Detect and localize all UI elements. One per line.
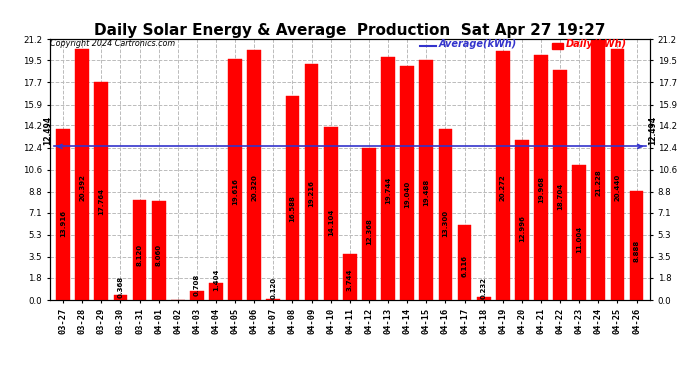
Bar [630, 191, 644, 300]
Bar [457, 225, 471, 300]
Text: 19.488: 19.488 [423, 178, 429, 206]
Bar [534, 54, 548, 300]
Bar [228, 59, 242, 300]
Bar [420, 60, 433, 300]
Text: Average(kWh): Average(kWh) [438, 39, 516, 50]
Bar [573, 165, 586, 300]
Bar [400, 66, 414, 300]
Text: 12.368: 12.368 [366, 218, 372, 245]
Text: 20.320: 20.320 [251, 174, 257, 201]
Text: 19.744: 19.744 [385, 177, 391, 204]
Bar [132, 200, 146, 300]
Text: 16.588: 16.588 [290, 195, 295, 222]
Bar [266, 298, 280, 300]
Bar [477, 297, 491, 300]
Bar [305, 64, 319, 300]
Text: 1.404: 1.404 [213, 269, 219, 291]
Title: Daily Solar Energy & Average  Production  Sat Apr 27 19:27: Daily Solar Energy & Average Production … [94, 23, 606, 38]
Bar [209, 283, 223, 300]
Text: 6.116: 6.116 [462, 255, 468, 277]
Bar [515, 140, 529, 300]
Text: 8.120: 8.120 [137, 244, 143, 266]
Text: 8.888: 8.888 [633, 240, 640, 262]
Bar [114, 296, 127, 300]
Bar [152, 201, 166, 300]
Text: 21.228: 21.228 [595, 169, 602, 196]
Bar [286, 96, 299, 300]
Text: 12.494: 12.494 [43, 116, 52, 145]
Text: 0.120: 0.120 [270, 277, 277, 299]
Text: 13.300: 13.300 [442, 210, 448, 237]
Bar [611, 49, 624, 300]
Bar [381, 57, 395, 300]
Bar [553, 70, 567, 300]
Text: 8.060: 8.060 [156, 244, 161, 267]
Bar [591, 39, 605, 300]
Text: 20.392: 20.392 [79, 174, 85, 201]
Text: 0.232: 0.232 [481, 277, 486, 298]
Bar [496, 51, 510, 300]
Text: 18.704: 18.704 [557, 183, 563, 210]
Text: 13.916: 13.916 [60, 210, 66, 237]
Text: 0.368: 0.368 [117, 276, 124, 298]
Bar [324, 127, 337, 300]
Bar [95, 82, 108, 300]
Text: 19.040: 19.040 [404, 181, 410, 208]
Text: 12.996: 12.996 [519, 214, 525, 242]
Text: 3.744: 3.744 [347, 268, 353, 291]
Text: 12.494: 12.494 [648, 116, 657, 145]
Text: 11.004: 11.004 [576, 225, 582, 253]
Text: 20.272: 20.272 [500, 174, 506, 201]
Text: Copyright 2024 Cartronics.com: Copyright 2024 Cartronics.com [50, 39, 175, 48]
Text: 19.968: 19.968 [538, 176, 544, 203]
Text: 19.616: 19.616 [232, 178, 238, 205]
Bar [343, 254, 357, 300]
Text: Daily(kWh): Daily(kWh) [566, 39, 627, 50]
Bar [439, 129, 453, 300]
Text: 19.216: 19.216 [308, 180, 315, 207]
Bar [75, 49, 89, 300]
Bar [56, 129, 70, 300]
Bar [190, 291, 204, 300]
Text: 20.440: 20.440 [615, 173, 620, 201]
Text: 17.764: 17.764 [98, 188, 104, 215]
Bar [362, 148, 376, 300]
Text: 0.708: 0.708 [194, 273, 200, 296]
Bar [247, 50, 261, 300]
Text: 14.104: 14.104 [328, 208, 334, 236]
